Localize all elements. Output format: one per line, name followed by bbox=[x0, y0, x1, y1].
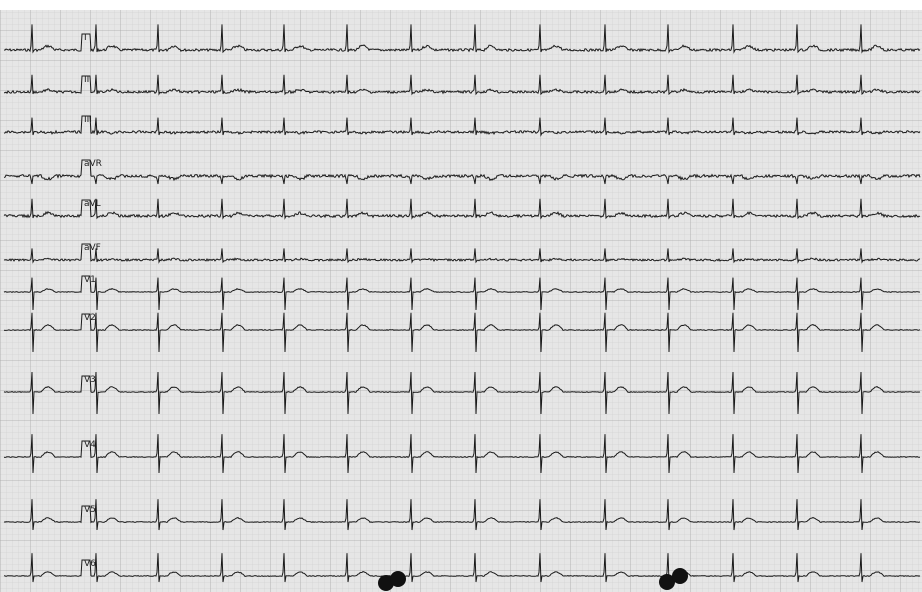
lead-label: V1 bbox=[84, 275, 96, 285]
page: IIIIIIaVRaVLaVFV1V2V3V4V5V6 (() => { con… bbox=[0, 0, 922, 592]
lead-label: V2 bbox=[84, 313, 96, 323]
lead-label: aVF bbox=[84, 243, 101, 253]
top-margin bbox=[0, 0, 922, 10]
lead-label: V5 bbox=[84, 505, 96, 515]
lead-label: aVR bbox=[84, 159, 102, 169]
lead-label: aVL bbox=[84, 199, 101, 209]
lead-label: V4 bbox=[84, 440, 96, 450]
lead-label: V6 bbox=[84, 559, 96, 569]
lead-label: I bbox=[84, 33, 87, 43]
electrode-dot bbox=[672, 568, 688, 584]
lead-label: II bbox=[84, 75, 89, 85]
lead-label: III bbox=[84, 115, 92, 125]
ecg-sheet: IIIIIIaVRaVLaVFV1V2V3V4V5V6 bbox=[0, 0, 922, 592]
grid bbox=[0, 10, 922, 592]
electrode-dot bbox=[390, 571, 406, 587]
lead-label: V3 bbox=[84, 375, 96, 385]
